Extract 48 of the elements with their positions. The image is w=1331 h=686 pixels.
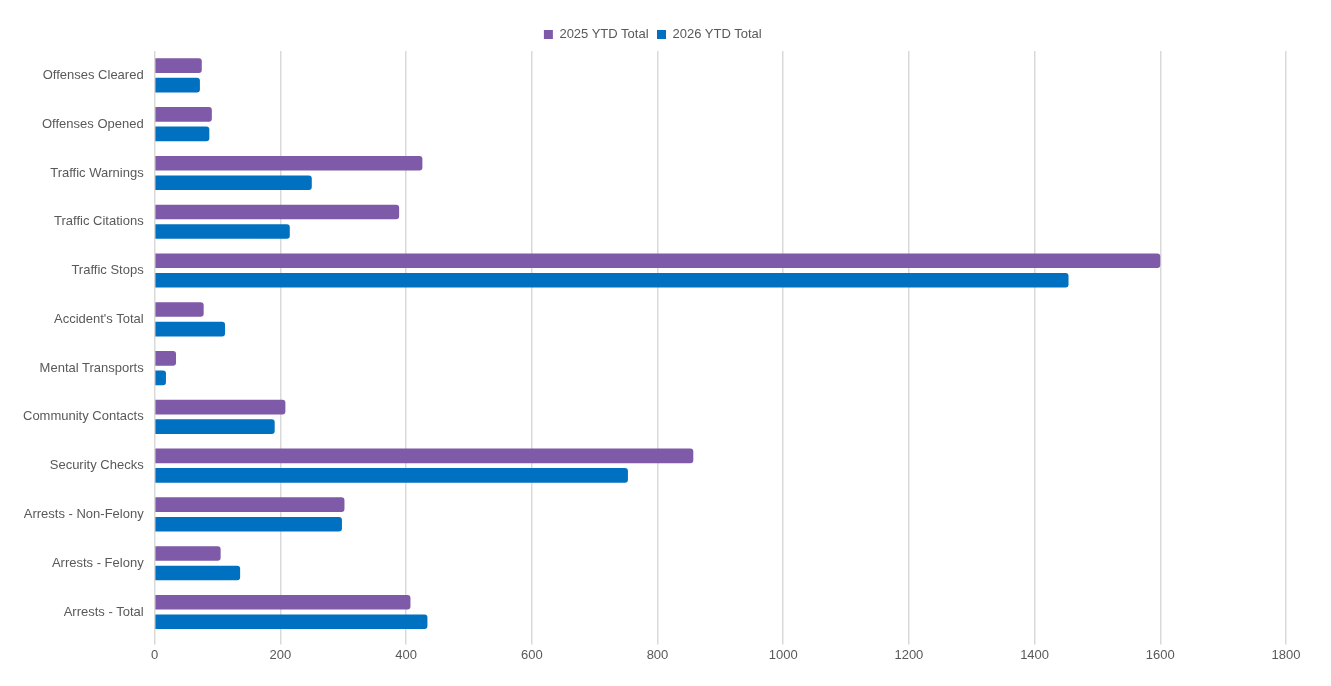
y-tick-label: Traffic Warnings [50, 164, 145, 180]
y-tick-label: Arrests - Non-Felony [23, 506, 145, 522]
x-tick-label: 0 [151, 646, 159, 662]
bar [155, 594, 411, 610]
bar [155, 516, 342, 532]
y-tick-label: Security Checks [49, 457, 145, 473]
bar [155, 497, 345, 512]
x-tick-label: 1800 [1271, 646, 1301, 662]
bar [155, 155, 423, 171]
bar [155, 204, 400, 220]
bar [155, 614, 428, 630]
bar [155, 175, 312, 191]
bar [155, 302, 204, 317]
x-tick-label: 400 [395, 646, 417, 662]
bar [155, 565, 241, 581]
bar [155, 77, 200, 93]
y-tick-label: Arrests - Felony [51, 554, 145, 570]
y-tick-label: Mental Transports [39, 359, 145, 375]
x-tick-label: 1600 [1145, 646, 1175, 662]
legend-label: 2025 YTD Total [559, 26, 649, 42]
y-tick-label: Accident's Total [53, 310, 144, 326]
legend-label: 2026 YTD Total [672, 26, 762, 42]
y-tick-label: Offenses Opened [41, 115, 144, 131]
x-tick-label: 1400 [1020, 646, 1050, 662]
bar [155, 58, 202, 73]
y-tick-label: Arrests - Total [63, 603, 144, 619]
bar [155, 448, 694, 464]
bar [155, 468, 628, 483]
bar [155, 272, 1069, 288]
x-tick-label: 1200 [894, 646, 924, 662]
y-tick-label: Traffic Stops [71, 262, 145, 278]
x-tick-label: 600 [520, 646, 543, 662]
x-tick-label: 800 [646, 646, 669, 662]
bar [155, 370, 166, 386]
y-tick-label: Traffic Citations [54, 213, 145, 229]
y-tick-label: Offenses Cleared [42, 66, 144, 82]
bar [155, 419, 275, 434]
x-tick-label: 1000 [768, 646, 798, 662]
bar [155, 321, 226, 337]
bar [155, 126, 210, 142]
x-tick-label: 200 [269, 646, 292, 662]
bar [155, 351, 177, 366]
bar [155, 224, 290, 239]
bar [155, 253, 1161, 269]
bar [155, 399, 286, 415]
bar [155, 546, 221, 561]
bar [155, 107, 212, 122]
y-tick-label: Community Contacts [22, 408, 145, 424]
